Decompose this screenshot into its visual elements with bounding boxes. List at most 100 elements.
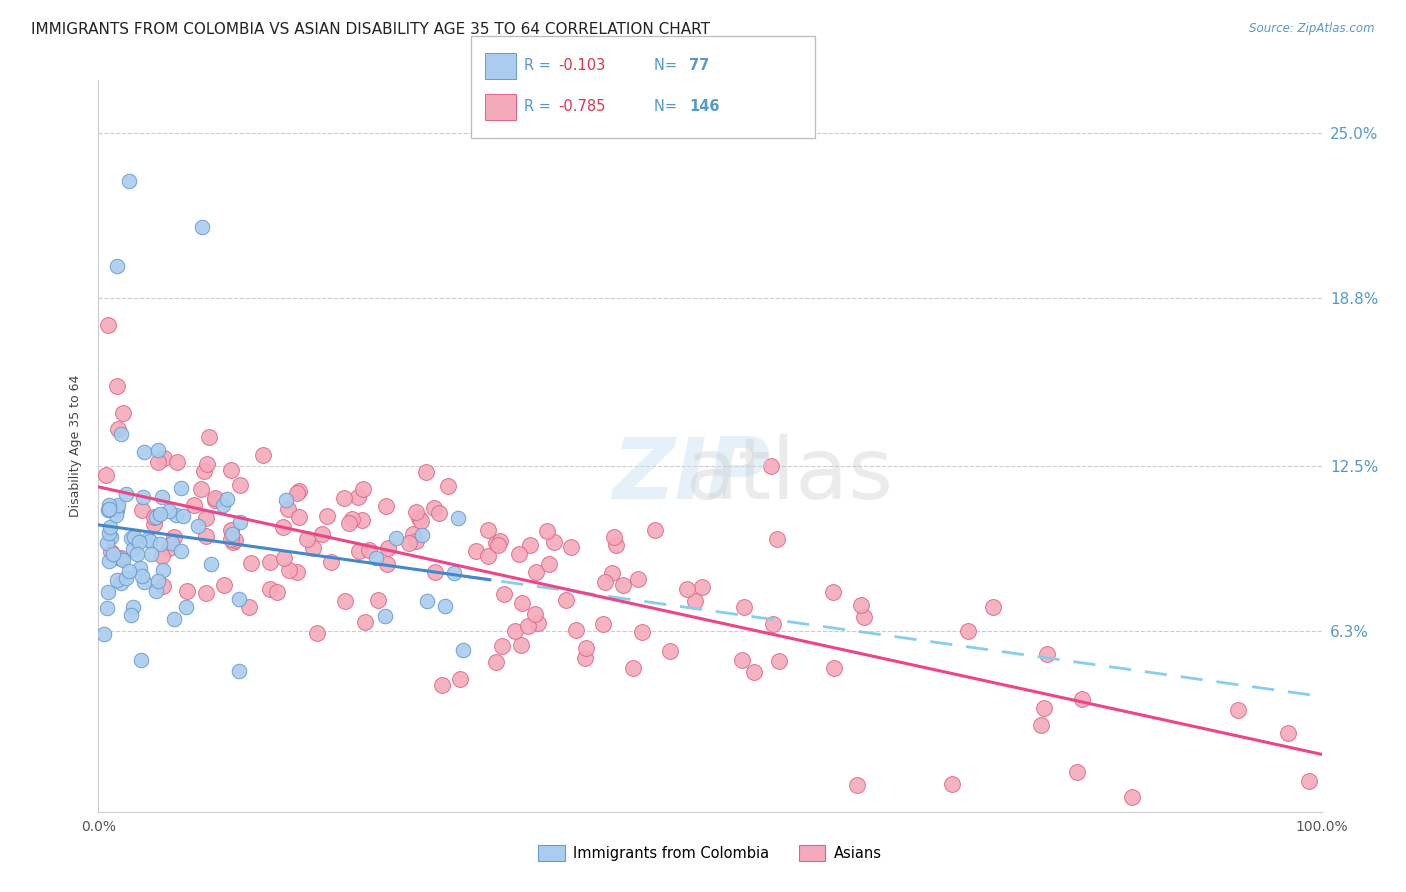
Point bbox=[153, 450, 176, 465]
Point bbox=[98, 520, 121, 534]
Point bbox=[766, 532, 789, 546]
Point bbox=[285, 485, 308, 500]
Point bbox=[319, 555, 342, 569]
Point bbox=[402, 527, 425, 541]
Point bbox=[195, 457, 218, 471]
Point bbox=[527, 616, 550, 631]
Y-axis label: Disability Age 35 to 64: Disability Age 35 to 64 bbox=[69, 375, 83, 517]
Point bbox=[366, 551, 388, 566]
Legend: Immigrants from Colombia, Asians: Immigrants from Colombia, Asians bbox=[533, 839, 887, 867]
Point bbox=[451, 643, 474, 657]
Point bbox=[519, 538, 541, 552]
Point bbox=[229, 515, 252, 529]
Point bbox=[170, 544, 193, 558]
Point bbox=[114, 571, 136, 585]
Point bbox=[157, 541, 180, 555]
Point bbox=[443, 566, 465, 581]
Point bbox=[311, 526, 333, 541]
Point bbox=[603, 530, 626, 544]
Point bbox=[761, 458, 783, 473]
Point bbox=[157, 503, 180, 517]
Point bbox=[398, 536, 420, 550]
Point bbox=[131, 502, 153, 516]
Point bbox=[149, 537, 172, 551]
Point bbox=[621, 660, 644, 674]
Point bbox=[100, 529, 122, 543]
Point bbox=[129, 561, 152, 575]
Point bbox=[1029, 718, 1052, 732]
Point bbox=[516, 619, 538, 633]
Point bbox=[1070, 691, 1092, 706]
Point bbox=[163, 531, 186, 545]
Point bbox=[485, 655, 508, 669]
Point bbox=[593, 574, 616, 589]
Point bbox=[145, 510, 167, 524]
Point bbox=[555, 593, 578, 607]
Point bbox=[316, 508, 339, 523]
Point bbox=[524, 565, 547, 579]
Point bbox=[845, 778, 868, 792]
Point bbox=[427, 507, 450, 521]
Point bbox=[423, 565, 446, 579]
Point bbox=[287, 484, 309, 499]
Point bbox=[212, 499, 235, 513]
Point bbox=[96, 536, 118, 550]
Point bbox=[110, 551, 132, 566]
Point bbox=[139, 534, 162, 549]
Point bbox=[107, 422, 129, 436]
Point bbox=[384, 531, 406, 545]
Point bbox=[477, 549, 499, 563]
Point bbox=[187, 519, 209, 533]
Text: N=: N= bbox=[654, 58, 682, 72]
Point bbox=[259, 582, 281, 596]
Point bbox=[415, 465, 437, 479]
Text: R =: R = bbox=[524, 99, 555, 113]
Point bbox=[170, 481, 193, 495]
Point bbox=[305, 625, 328, 640]
Point bbox=[852, 609, 875, 624]
Point bbox=[523, 607, 546, 621]
Point bbox=[191, 219, 214, 234]
Point bbox=[166, 455, 188, 469]
Point bbox=[1298, 774, 1320, 789]
Point bbox=[98, 526, 121, 541]
Point bbox=[733, 599, 755, 614]
Point bbox=[352, 483, 374, 497]
Point bbox=[219, 463, 242, 477]
Point bbox=[537, 558, 560, 572]
Point bbox=[183, 498, 205, 512]
Point bbox=[374, 499, 396, 513]
Point bbox=[193, 465, 215, 479]
Point bbox=[132, 574, 155, 589]
Point bbox=[131, 569, 153, 583]
Point bbox=[346, 490, 368, 504]
Point bbox=[118, 174, 141, 188]
Point bbox=[224, 533, 246, 548]
Point bbox=[136, 532, 159, 546]
Point bbox=[543, 535, 565, 549]
Point bbox=[105, 503, 128, 517]
Point bbox=[97, 318, 120, 332]
Point bbox=[172, 509, 194, 524]
Point bbox=[165, 508, 187, 523]
Point bbox=[200, 558, 222, 572]
Point bbox=[98, 498, 121, 512]
Point bbox=[215, 491, 238, 506]
Text: ZIP: ZIP bbox=[612, 434, 770, 516]
Point bbox=[762, 616, 785, 631]
Point bbox=[340, 512, 363, 526]
Point bbox=[163, 612, 186, 626]
Point bbox=[174, 600, 197, 615]
Point bbox=[1227, 703, 1250, 717]
Point bbox=[823, 661, 845, 675]
Point bbox=[437, 478, 460, 492]
Point bbox=[97, 554, 120, 568]
Point bbox=[194, 585, 217, 599]
Point bbox=[259, 555, 281, 569]
Point bbox=[252, 448, 274, 462]
Point bbox=[367, 593, 389, 607]
Point bbox=[122, 530, 145, 544]
Point bbox=[1277, 725, 1299, 739]
Point bbox=[128, 534, 150, 549]
Point bbox=[295, 532, 318, 546]
